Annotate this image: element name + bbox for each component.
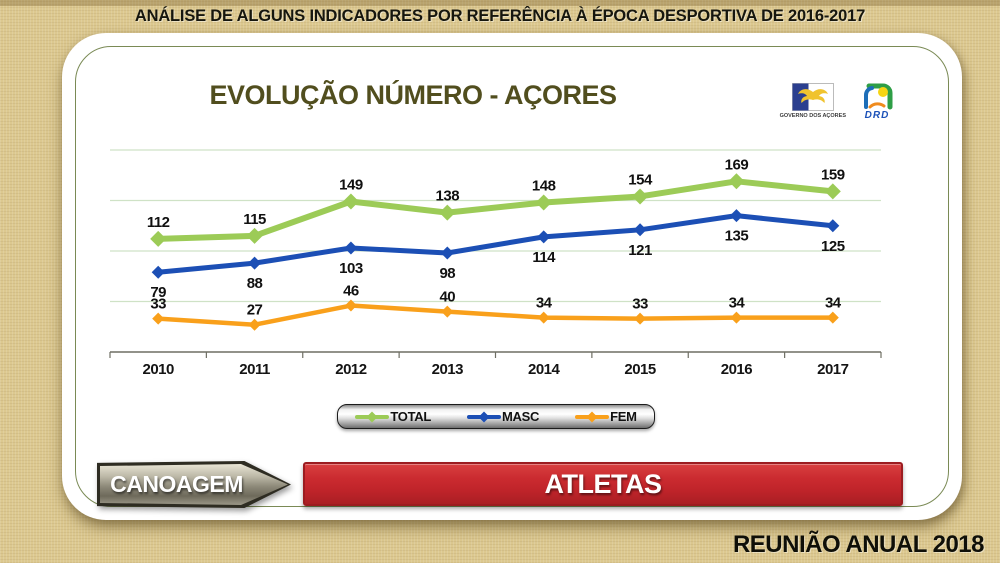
sport-nav-button[interactable]: CANOAGEM xyxy=(97,461,291,508)
chart-legend: TOTAL MASC FEM xyxy=(337,404,655,429)
legend-label: FEM xyxy=(610,409,637,424)
logo-drd-caption: DRD xyxy=(864,110,890,121)
slide-footer-title: REUNIÃO ANUAL 2018 xyxy=(732,531,985,558)
legend-marker-icon xyxy=(575,411,610,422)
chart-title: EVOLUÇÃO NÚMERO - AÇORES xyxy=(209,80,617,110)
legend-item-masc: MASC xyxy=(467,409,539,424)
logo-drd: DRD xyxy=(860,83,894,121)
logo-governo-acores: GOVERNO DOS AÇORES xyxy=(780,83,846,119)
azores-flag-icon xyxy=(791,83,834,111)
metric-banner-label: ATLETAS xyxy=(544,468,663,499)
card-inner-border xyxy=(75,46,949,507)
legend-item-total: TOTAL xyxy=(355,409,431,424)
legend-marker-icon xyxy=(467,411,501,422)
logo-group: GOVERNO DOS AÇORES DRD xyxy=(780,83,894,121)
legend-label: MASC xyxy=(502,409,540,424)
drd-icon xyxy=(863,83,893,110)
metric-banner-button[interactable]: ATLETAS xyxy=(303,462,903,506)
legend-marker-icon xyxy=(355,411,390,422)
legend-label: TOTAL xyxy=(390,409,431,424)
slide-header-title: ANÁLISE DE ALGUNS INDICADORES POR REFERÊ… xyxy=(134,7,866,25)
logo-governo-caption: GOVERNO DOS AÇORES xyxy=(779,113,846,119)
sport-nav-label: CANOAGEM xyxy=(110,471,243,497)
content-card: EVOLUÇÃO NÚMERO - AÇORES GOVERNO DOS AÇO… xyxy=(62,33,962,520)
arrow-body xyxy=(100,464,288,505)
legend-item-fem: FEM xyxy=(575,409,637,424)
